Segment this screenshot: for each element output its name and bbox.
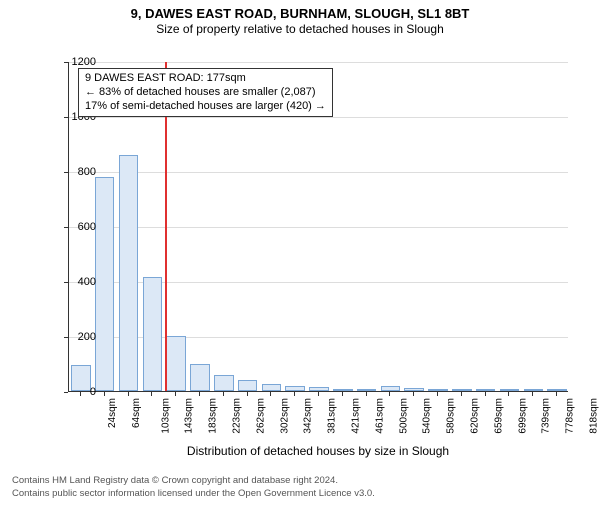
histogram-bar	[285, 386, 305, 392]
x-tick-label: 342sqm	[303, 398, 314, 434]
grid-line	[69, 62, 568, 63]
histogram-bar	[95, 177, 115, 392]
x-tick-label: 739sqm	[541, 398, 552, 434]
histogram-bar	[190, 364, 210, 392]
x-tick-mark	[413, 392, 414, 396]
x-tick-label: 103sqm	[160, 398, 171, 434]
x-tick-mark	[366, 392, 367, 396]
x-tick-label: 620sqm	[470, 398, 481, 434]
histogram-bar	[476, 389, 496, 391]
x-tick-label: 381sqm	[327, 398, 338, 434]
x-tick-label: 500sqm	[398, 398, 409, 434]
x-tick-mark	[437, 392, 438, 396]
histogram-bar	[428, 389, 448, 391]
x-tick-mark	[532, 392, 533, 396]
x-tick-label: 580sqm	[446, 398, 457, 434]
x-tick-label: 143sqm	[184, 398, 195, 434]
footer-line-2: Contains public sector information licen…	[12, 488, 588, 500]
x-tick-mark	[151, 392, 152, 396]
x-axis-label: Distribution of detached houses by size …	[68, 444, 568, 458]
x-tick-mark	[389, 392, 390, 396]
histogram-bar	[262, 384, 282, 391]
info-line-2: ← 83% of detached houses are smaller (2,…	[85, 86, 326, 100]
footer: Contains HM Land Registry data © Crown c…	[12, 475, 588, 500]
x-tick-label: 223sqm	[232, 398, 243, 434]
x-tick-mark	[485, 392, 486, 396]
x-tick-mark	[342, 392, 343, 396]
y-tick-mark	[64, 117, 68, 118]
x-tick-label: 421sqm	[351, 398, 362, 434]
x-tick-mark	[270, 392, 271, 396]
grid-line	[69, 227, 568, 228]
chart-container: 9, DAWES EAST ROAD, BURNHAM, SLOUGH, SL1…	[0, 6, 600, 506]
x-tick-label: 262sqm	[255, 398, 266, 434]
chart-title: 9, DAWES EAST ROAD, BURNHAM, SLOUGH, SL1…	[0, 6, 600, 21]
y-tick-label: 1200	[56, 56, 96, 68]
y-tick-mark	[64, 282, 68, 283]
x-tick-mark	[247, 392, 248, 396]
histogram-bar	[547, 389, 567, 391]
histogram-bar	[238, 380, 258, 391]
histogram-bar	[500, 389, 520, 391]
y-tick-mark	[64, 172, 68, 173]
y-tick-label: 800	[56, 166, 96, 178]
histogram-bar	[404, 388, 424, 391]
chart-subtitle: Size of property relative to detached ho…	[0, 22, 600, 36]
histogram-bar	[381, 386, 401, 392]
x-tick-mark	[318, 392, 319, 396]
x-tick-mark	[104, 392, 105, 396]
histogram-bar	[452, 389, 472, 391]
x-tick-mark	[223, 392, 224, 396]
x-tick-label: 64sqm	[131, 398, 142, 428]
x-tick-mark	[199, 392, 200, 396]
x-tick-label: 183sqm	[208, 398, 219, 434]
y-tick-label: 200	[56, 331, 96, 343]
x-tick-label: 778sqm	[565, 398, 576, 434]
y-tick-mark	[64, 62, 68, 63]
info-box: 9 DAWES EAST ROAD: 177sqm ← 83% of detac…	[78, 68, 333, 117]
x-tick-mark	[461, 392, 462, 396]
x-tick-label: 659sqm	[493, 398, 504, 434]
x-tick-label: 302sqm	[279, 398, 290, 434]
histogram-bar	[119, 155, 139, 392]
histogram-bar	[309, 387, 329, 391]
x-tick-label: 699sqm	[517, 398, 528, 434]
x-tick-mark	[294, 392, 295, 396]
y-tick-label: 400	[56, 276, 96, 288]
histogram-bar	[143, 277, 163, 391]
y-tick-mark	[64, 337, 68, 338]
histogram-bar	[357, 389, 377, 391]
x-tick-label: 24sqm	[107, 398, 118, 428]
grid-line	[69, 172, 568, 173]
info-line-3: 17% of semi-detached houses are larger (…	[85, 100, 326, 114]
x-tick-mark	[128, 392, 129, 396]
histogram-bar	[166, 336, 186, 391]
x-tick-label: 461sqm	[374, 398, 385, 434]
histogram-bar	[214, 375, 234, 392]
info-line-1: 9 DAWES EAST ROAD: 177sqm	[85, 72, 326, 86]
footer-line-1: Contains HM Land Registry data © Crown c…	[12, 475, 588, 487]
x-tick-mark	[175, 392, 176, 396]
x-tick-label: 818sqm	[589, 398, 600, 434]
x-tick-mark	[556, 392, 557, 396]
x-tick-mark	[80, 392, 81, 396]
histogram-bar	[333, 389, 353, 391]
y-tick-mark	[64, 227, 68, 228]
histogram-bar	[524, 389, 544, 391]
x-tick-mark	[508, 392, 509, 396]
x-tick-label: 540sqm	[422, 398, 433, 434]
y-tick-mark	[64, 392, 68, 393]
y-tick-label: 0	[56, 386, 96, 398]
y-tick-label: 600	[56, 221, 96, 233]
